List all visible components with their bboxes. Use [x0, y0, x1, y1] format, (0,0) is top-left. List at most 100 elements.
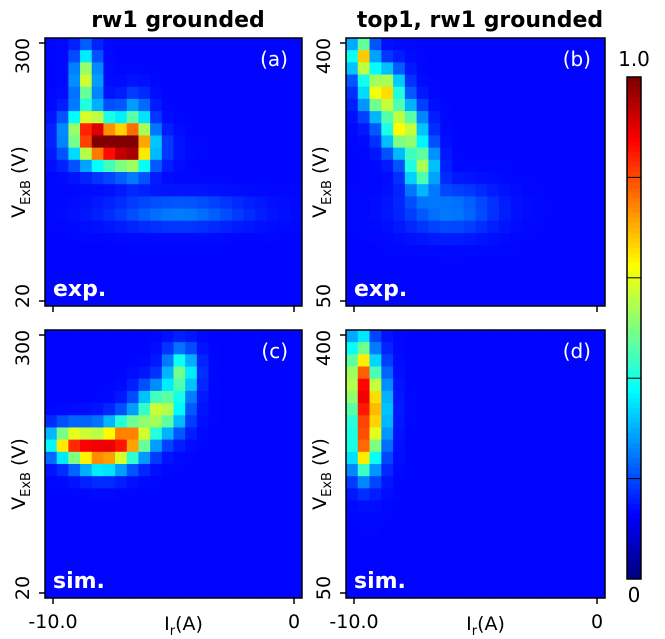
heatmap-cell: [80, 50, 93, 63]
heatmap-cell: [115, 488, 128, 501]
heatmap-cell: [278, 62, 291, 75]
heatmap-cell: [45, 281, 58, 295]
heatmap-cell: [569, 451, 582, 465]
heatmap-cell: [91, 184, 104, 197]
heatmap-cell: [68, 378, 81, 392]
heatmap-cell: [173, 159, 186, 173]
heatmap-cell: [522, 549, 535, 562]
heatmap-cell: [150, 500, 163, 514]
heatmap-cell: [255, 390, 268, 404]
heatmap-cell: [243, 573, 256, 587]
heatmap-cell: [404, 86, 418, 100]
heatmap-cell: [150, 245, 163, 258]
heatmap-cell: [138, 74, 151, 88]
heatmap-cell: [196, 232, 209, 246]
heatmap-cell: [499, 427, 512, 441]
heatmap-cell: [80, 415, 93, 428]
heatmap-cell: [45, 439, 58, 453]
heatmap-cell: [451, 476, 465, 489]
heatmap-cell: [231, 50, 244, 63]
heatmap-cell: [266, 403, 280, 416]
colorbar-segment: [627, 292, 641, 299]
heatmap-cell: [68, 38, 81, 51]
heatmap-cell: [208, 512, 221, 526]
heatmap-cell: [451, 196, 465, 209]
heatmap-cell: [231, 549, 244, 562]
colorbar-segment: [627, 428, 641, 434]
colorbar-segment: [627, 543, 641, 550]
colorbar-segment: [627, 127, 641, 133]
heatmap-cell: [546, 147, 559, 161]
heatmap-cell: [557, 293, 571, 307]
heatmap-cell: [220, 184, 233, 197]
heatmap-cell: [161, 269, 174, 283]
heatmap-cell: [278, 330, 291, 343]
heatmap-cell: [231, 123, 244, 136]
heatmap-cell: [546, 549, 559, 562]
heatmap-cell: [534, 585, 547, 599]
heatmap-cell: [487, 50, 500, 63]
heatmap-cell: [115, 585, 128, 599]
heatmap-cell: [290, 172, 303, 185]
heatmap-cell: [393, 366, 406, 380]
heatmap-cell: [451, 86, 465, 100]
heatmap-cell: [91, 476, 104, 489]
heatmap-cell: [161, 208, 174, 222]
heatmap-cell: [208, 172, 221, 185]
heatmap-cell: [243, 561, 256, 575]
heatmap-cell: [173, 147, 186, 161]
heatmap-cell: [581, 573, 594, 587]
colorbar-segment: [627, 358, 641, 364]
heatmap-cell: [208, 208, 221, 222]
heatmap-cell: [45, 123, 58, 136]
heatmap-cell: [231, 86, 244, 100]
heatmap-cell: [255, 232, 268, 246]
heatmap-cell: [243, 293, 256, 307]
heatmap-cell: [463, 378, 476, 392]
heatmap-cell: [138, 111, 151, 124]
heatmap-cell: [68, 232, 81, 246]
heatmap-cell: [522, 50, 535, 63]
heatmap-cell: [487, 98, 500, 112]
heatmap-cell: [499, 585, 512, 599]
heatmap-cell: [346, 573, 359, 587]
heatmap-cell: [80, 366, 93, 380]
heatmap-cell: [440, 403, 453, 416]
heatmap-cell: [534, 220, 547, 234]
heatmap-cell: [266, 74, 280, 88]
heatmap-cell: [115, 269, 128, 283]
heatmap-cell: [510, 451, 523, 465]
heatmap-cell: [290, 159, 303, 173]
heatmap-cell: [255, 512, 268, 526]
heatmap-cell: [185, 86, 198, 100]
heatmap-cell: [546, 573, 559, 587]
heatmap-cell: [546, 220, 559, 234]
heatmap-cell: [416, 500, 429, 514]
colorbar-segment: [627, 287, 641, 294]
heatmap-cell: [80, 293, 93, 307]
heatmap-cell: [522, 366, 535, 380]
heatmap-cell: [173, 123, 186, 136]
heatmap-cell: [185, 269, 198, 283]
heatmap-cell: [80, 439, 93, 453]
heatmap-cell: [546, 330, 559, 343]
heatmap-cell: [428, 585, 441, 599]
heatmap-cell: [346, 342, 359, 355]
heatmap-cell: [243, 74, 256, 88]
heatmap-cell: [115, 342, 128, 355]
heatmap-cell: [475, 439, 488, 453]
heatmap-cell: [369, 378, 382, 392]
heatmap-cell: [243, 38, 256, 51]
heatmap-cell: [278, 415, 291, 428]
heatmap-cell: [255, 500, 268, 514]
heatmap-cell: [357, 232, 370, 246]
heatmap-cell: [185, 50, 198, 63]
heatmap-cell: [546, 86, 559, 100]
heatmap-cell: [546, 98, 559, 112]
heatmap-cell: [357, 403, 370, 416]
heatmap-cell: [534, 245, 547, 258]
heatmap-cell: [369, 439, 382, 453]
heatmap-cell: [475, 245, 488, 258]
heatmap-cell: [440, 354, 453, 367]
colorbar-segment: [627, 483, 641, 490]
